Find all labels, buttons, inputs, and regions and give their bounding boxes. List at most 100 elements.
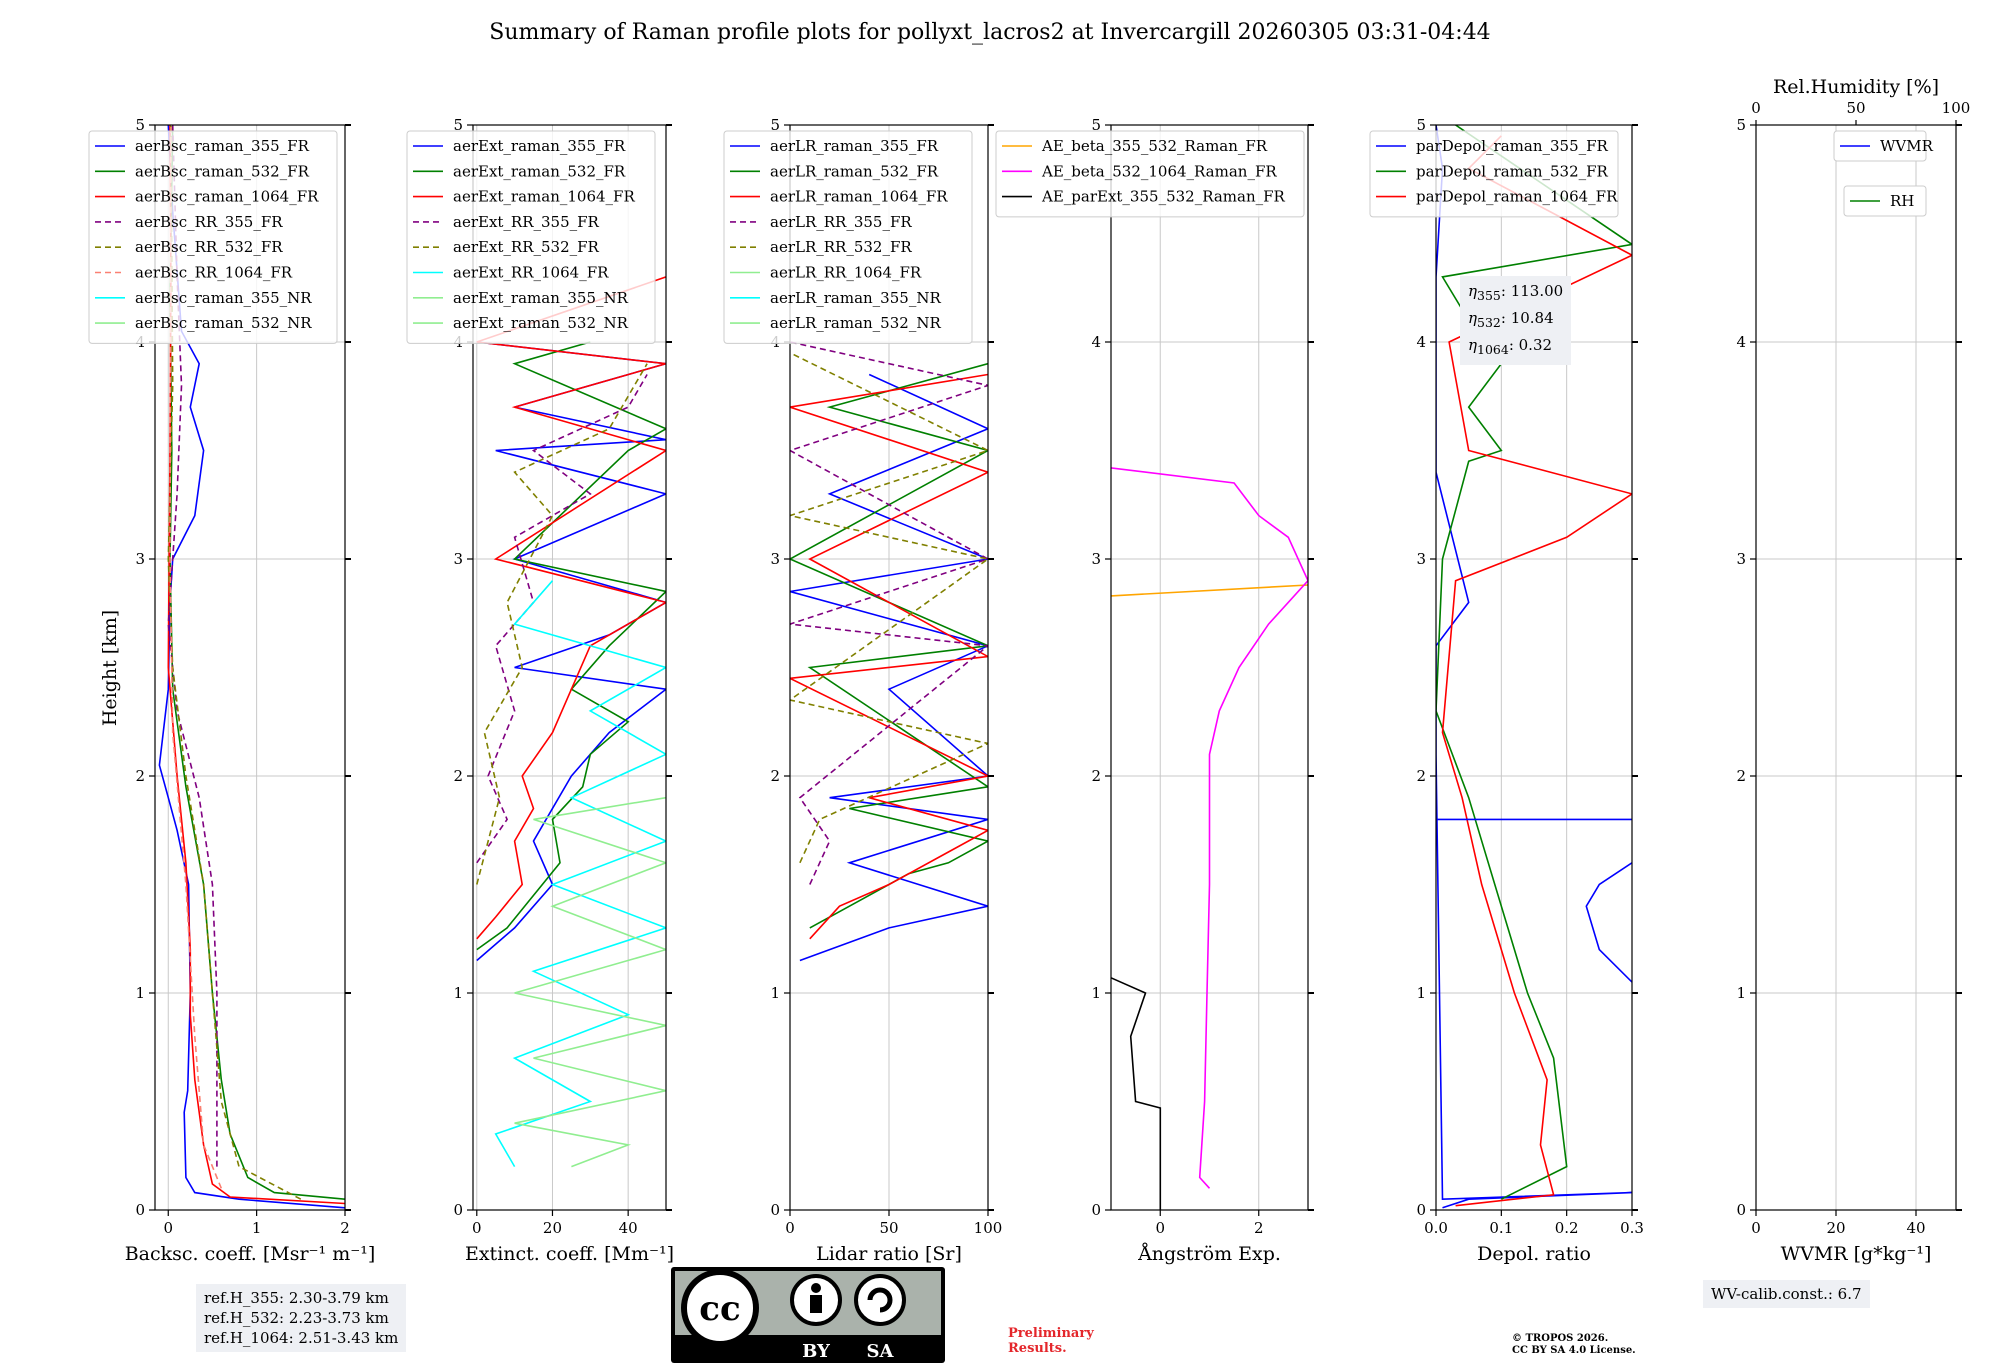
legend-box xyxy=(995,130,1305,218)
cc-license-badge: cc BY SA xyxy=(671,1267,945,1363)
legend-box xyxy=(1369,130,1619,218)
legend-label: parDepol_raman_1064_FR xyxy=(1416,188,1618,206)
x-tick-label: 0.3 xyxy=(1620,1219,1644,1237)
series-line-aerBsc_raman_355_FR xyxy=(158,125,345,1209)
series-line-parDepol_raman_355_FR xyxy=(1436,125,1632,1209)
x-tick-label: 20 xyxy=(1826,1219,1845,1237)
y-tick-label: 2 xyxy=(1736,767,1746,785)
y-tick-label: 1 xyxy=(135,984,145,1002)
legend-bsc: aerBsc_raman_355_FR aerBsc_raman_532_FRae… xyxy=(88,130,338,344)
eta-box: η355: 113.00 η532: 10.84 η1064: 0.32 xyxy=(1460,276,1572,365)
x-tick-label: 1 xyxy=(252,1219,262,1237)
legend-label: aerLR_raman_355_NR xyxy=(770,289,941,307)
copyright-note: © TROPOS 2026. CC BY SA 4.0 License. xyxy=(1512,1333,1636,1357)
legend-ext: aerExt_raman_355_FR aerExt_raman_532_FRae… xyxy=(406,130,656,344)
series-line-parDepol_raman_532_FR xyxy=(1436,125,1632,1200)
legend-box xyxy=(1833,130,1927,162)
y-tick-label: 4 xyxy=(1416,333,1426,351)
ref-heights-box: ref.H_355: 2.30-3.79 km ref.H_532: 2.23-… xyxy=(196,1284,407,1352)
series-line-aerExt_RR_355_FR xyxy=(476,374,648,864)
legend-label: aerExt_raman_355_FR xyxy=(453,137,626,155)
x-tick-label: 0.0 xyxy=(1424,1219,1448,1237)
wv-calib-box: WV-calib.const.: 6.7 xyxy=(1703,1280,1870,1308)
legend-label: aerBsc_raman_532_FR xyxy=(135,162,310,180)
x-tick-label: 0 xyxy=(1155,1219,1165,1237)
series-line-aerExt_RR_532_FR xyxy=(476,363,648,885)
y-tick-label: 5 xyxy=(1416,116,1426,134)
legend-label: aerExt_RR_355_FR xyxy=(453,213,600,231)
preliminary-note: Preliminary Results. xyxy=(1008,1326,1094,1356)
series-group xyxy=(476,276,666,1168)
y-tick-label: 5 xyxy=(135,116,145,134)
ref-height-532: ref.H_532: 2.23-3.73 km xyxy=(204,1309,389,1327)
legend-depol: parDepol_raman_355_FR parDepol_raman_532_… xyxy=(1369,130,1619,218)
legend-label: RH xyxy=(1890,192,1914,210)
sa-icon xyxy=(854,1274,906,1326)
legend-label: aerLR_raman_355_FR xyxy=(770,137,939,155)
legend-label: aerBsc_raman_355_FR xyxy=(135,137,310,155)
legend-label: WVMR xyxy=(1880,137,1934,155)
series-line-aerExt_raman_355_NR xyxy=(494,580,666,1168)
x-tick-label: 0.2 xyxy=(1555,1219,1579,1237)
legend-label: aerBsc_RR_1064_FR xyxy=(135,264,293,282)
y-tick-label: 3 xyxy=(1091,550,1101,568)
y-tick-label: 1 xyxy=(453,984,463,1002)
y-tick-label: 1 xyxy=(1736,984,1746,1002)
panel-frame xyxy=(154,124,346,1211)
y-tick-label: 2 xyxy=(770,767,780,785)
legend-label: aerExt_RR_532_FR xyxy=(453,238,600,256)
y-tick-label: 0 xyxy=(453,1201,463,1219)
y-tick-label: 3 xyxy=(135,550,145,568)
legend-ae: AE_beta_355_532_Raman_FR AE_beta_532_1064… xyxy=(995,130,1305,218)
preliminary-line-2: Results. xyxy=(1008,1341,1067,1356)
series-line-aerBsc_RR_532_FR xyxy=(167,125,302,1200)
y-tick-label: 2 xyxy=(453,767,463,785)
legend-box xyxy=(406,130,656,344)
y-tick-label: 1 xyxy=(1091,984,1101,1002)
legend-label: aerBsc_raman_1064_FR xyxy=(135,188,319,206)
series-group xyxy=(790,341,988,962)
depol-wvmr-curve xyxy=(1585,862,1632,983)
series-line-aerBsc_RR_1064_FR xyxy=(169,125,223,1189)
legend-label: aerLR_RR_1064_FR xyxy=(770,264,922,282)
cc-text: cc xyxy=(699,1289,740,1329)
series-group xyxy=(158,125,345,1209)
panel-bsc: 012345012Backsc. coeff. [Msr⁻¹ m⁻¹]aerBs… xyxy=(88,116,375,1265)
eta-355-value: 113.00 xyxy=(1510,282,1564,300)
y-tick-label: 2 xyxy=(1091,767,1101,785)
legend-wvmr: WVMR xyxy=(1833,130,1934,162)
legend-rh: RH xyxy=(1843,185,1927,217)
cc-icon xyxy=(681,1269,759,1347)
x-tick-label: 100 xyxy=(974,1219,1003,1237)
series-line-AE_parExt_355_532_Raman_FR xyxy=(1111,977,1162,1210)
x-tick-label: 0.1 xyxy=(1489,1219,1513,1237)
y-tick-label: 0 xyxy=(770,1201,780,1219)
legend-box xyxy=(88,130,338,344)
y-tick-label: 5 xyxy=(770,116,780,134)
x-tick-label: 20 xyxy=(543,1219,562,1237)
y-tick-label: 0 xyxy=(1091,1201,1101,1219)
y-tick-label: 0 xyxy=(1736,1201,1746,1219)
ref-height-1064: ref.H_1064: 2.51-3.43 km xyxy=(204,1329,399,1347)
legend-label: AE_beta_355_532_Raman_FR xyxy=(1041,137,1268,155)
eta-532-value: 10.84 xyxy=(1510,309,1554,327)
series-line-AE_beta_355_532_Raman_FR xyxy=(1111,584,1308,597)
legend-label: aerLR_RR_532_FR xyxy=(770,238,912,256)
panel-lr: 012345050100Lidar ratio [Sr]aerLR_raman_… xyxy=(723,116,1003,1265)
legend-label: parDepol_raman_355_FR xyxy=(1416,137,1609,155)
y-tick-label: 1 xyxy=(770,984,780,1002)
top-tick-label: 0 xyxy=(1751,99,1761,117)
y-tick-label: 1 xyxy=(1416,984,1426,1002)
y-tick-label: 3 xyxy=(1736,550,1746,568)
series-line-aerExt_raman_532_NR xyxy=(514,796,666,1168)
top-tick-label: 100 xyxy=(1942,99,1971,117)
legend-label: AE_beta_532_1064_Raman_FR xyxy=(1041,162,1277,180)
series-line-AE_beta_532_1064_Raman_FR xyxy=(1111,467,1308,1189)
x-tick-label: 0 xyxy=(1751,1219,1761,1237)
eta-1064-value: 0.32 xyxy=(1518,336,1553,354)
panel-ae: 0 1 2 3 4 5 0 2 Ångström Exp. AE_beta_355_532_Ram… xyxy=(995,116,1314,1265)
eta-355: η355: 113.00 xyxy=(1468,282,1564,303)
legend-label: aerExt_RR_1064_FR xyxy=(453,264,609,282)
